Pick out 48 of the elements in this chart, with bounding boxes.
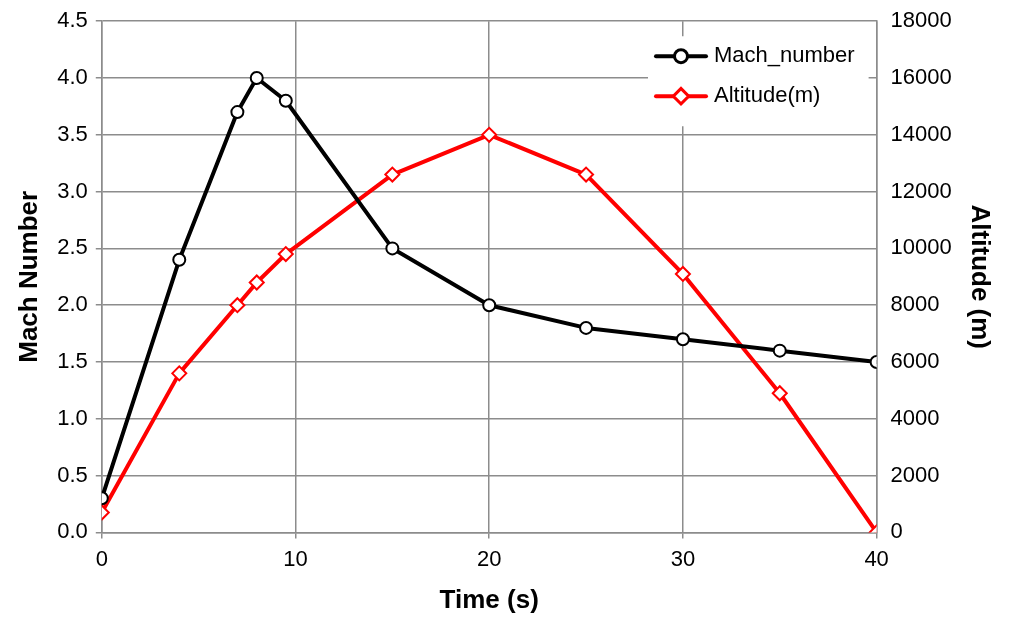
point — [772, 343, 787, 358]
point — [578, 166, 595, 183]
y-tick-label: 4.5 — [57, 7, 88, 33]
point — [771, 385, 788, 402]
point — [277, 246, 294, 263]
y2-tick-label: 10000 — [890, 234, 952, 260]
y-tick-label: 2.5 — [57, 234, 88, 260]
y-tick-label: 3.0 — [57, 177, 88, 203]
y-tick-label: 0.5 — [57, 461, 88, 487]
y-axis-title: Mach Number — [12, 190, 43, 363]
point — [675, 332, 690, 347]
y2-tick-label: 6000 — [890, 348, 940, 374]
point — [482, 298, 497, 313]
y-tick-label: 2.0 — [57, 291, 88, 317]
point — [229, 297, 246, 314]
legend-label: Mach_number — [714, 42, 855, 68]
point — [171, 365, 188, 382]
point — [278, 93, 293, 108]
y2-axis-title: Altitude (m) — [966, 204, 997, 350]
x-tick-label: 40 — [864, 545, 889, 571]
y-tick-label: 1.0 — [57, 404, 88, 430]
point — [248, 274, 265, 291]
point — [385, 241, 400, 256]
y2-tick-label: 16000 — [890, 64, 952, 90]
point — [172, 252, 187, 267]
y2-tick-label: 4000 — [890, 404, 940, 430]
y-tick-label: 4.0 — [57, 64, 88, 90]
y2-tick-label: 12000 — [890, 177, 952, 203]
point — [230, 105, 245, 120]
point — [579, 320, 594, 335]
x-tick-label: 10 — [283, 545, 308, 571]
y2-tick-label: 2000 — [890, 461, 940, 487]
legend-label: Altitude(m) — [714, 82, 821, 108]
y-tick-label: 0.0 — [57, 518, 88, 544]
y2-tick-label: 8000 — [890, 291, 940, 317]
y2-tick-label: 18000 — [890, 7, 952, 33]
x-tick-label: 20 — [476, 545, 502, 571]
point — [674, 265, 691, 282]
point — [249, 71, 264, 85]
x-axis-title: Time (s) — [439, 583, 539, 614]
y-tick-label: 1.5 — [57, 348, 88, 374]
y-tick-label: 3.5 — [57, 120, 88, 146]
point — [481, 126, 498, 143]
x-tick-label: 0 — [95, 545, 108, 571]
y2-tick-label: 14000 — [890, 120, 952, 146]
point — [384, 166, 401, 183]
y2-tick-label: 0 — [890, 518, 903, 544]
x-tick-label: 30 — [670, 545, 696, 571]
